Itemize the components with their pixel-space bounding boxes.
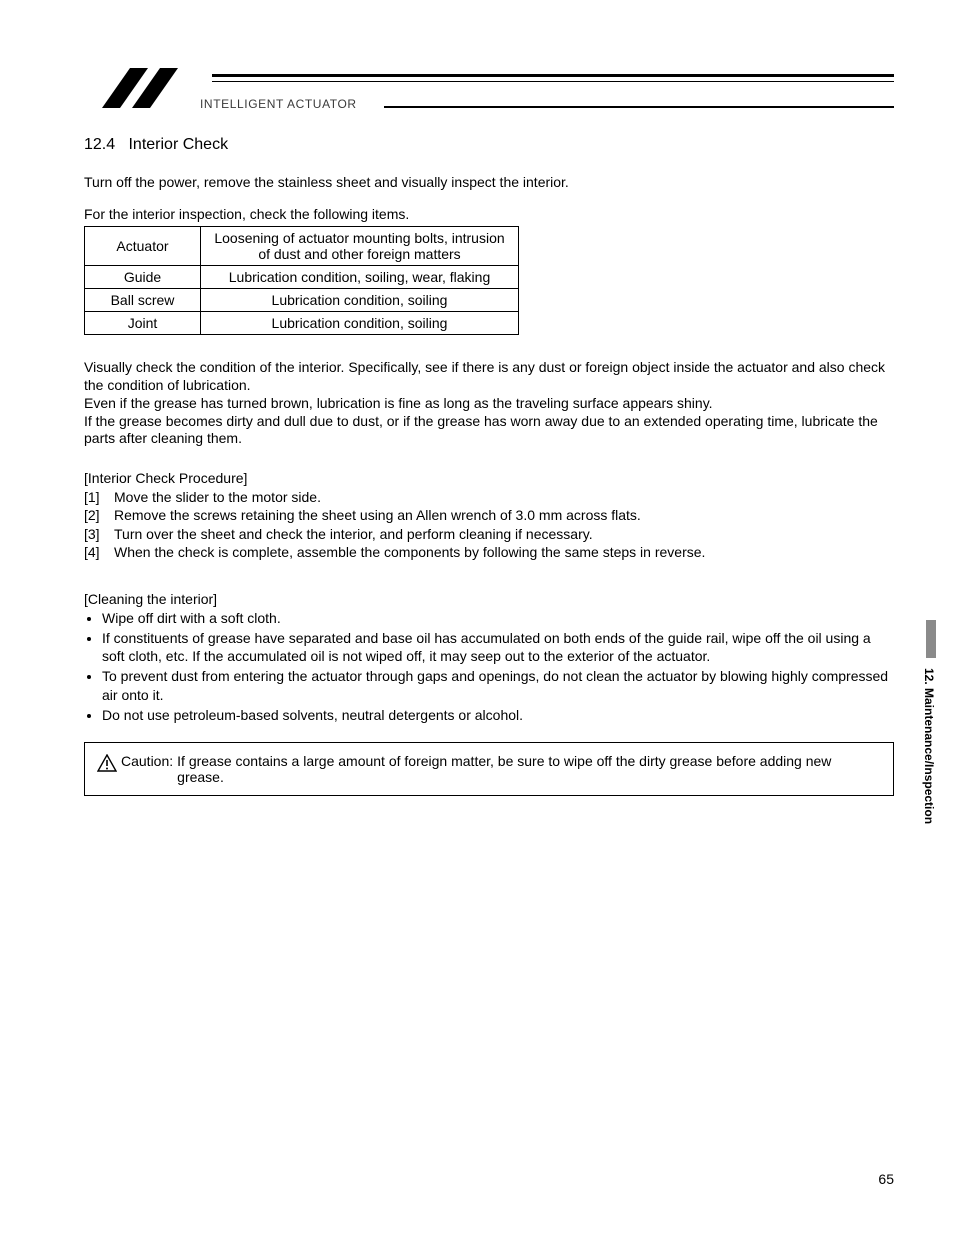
check-paragraph: Visually check the condition of the inte… <box>84 359 894 449</box>
cleaning-list: Wipe off dirt with a soft cloth. If cons… <box>84 609 894 724</box>
table-cell-item: Joint <box>85 311 201 334</box>
table-cell-item: Guide <box>85 265 201 288</box>
cleaning-title: [Cleaning the interior] <box>84 591 894 609</box>
procedure-title: [Interior Check Procedure] <box>84 470 894 488</box>
table-cell-item: Actuator <box>85 226 201 265</box>
side-tab-label: 12. Maintenance/Inspection <box>916 668 936 824</box>
section-heading: 12.4 Interior Check <box>84 136 894 154</box>
list-item: Do not use petroleum-based solvents, neu… <box>102 706 894 724</box>
table-cell-desc: Lubrication condition, soiling <box>201 288 519 311</box>
warning-icon <box>97 754 117 772</box>
list-item: [1]Move the slider to the motor side. <box>84 488 894 506</box>
page: INTELLIGENT ACTUATOR 12.4 Interior Check… <box>0 0 954 1235</box>
side-tab: 12. Maintenance/Inspection <box>908 620 936 880</box>
table-row: Actuator Loosening of actuator mounting … <box>85 226 519 265</box>
list-item: [4]When the check is complete, assemble … <box>84 543 894 561</box>
side-tab-bar <box>926 620 936 658</box>
list-item: Wipe off dirt with a soft cloth. <box>102 609 894 627</box>
brand-logo: INTELLIGENT ACTUATOR <box>84 60 357 114</box>
section-title-text: Interior Check <box>128 136 228 153</box>
caution-box: Caution: If grease contains a large amou… <box>84 742 894 796</box>
page-header: INTELLIGENT ACTUATOR <box>84 60 894 118</box>
step-text: Move the slider to the motor side. <box>114 488 321 506</box>
intro-paragraph: Turn off the power, remove the stainless… <box>84 174 894 192</box>
table-cell-desc: Lubrication condition, soiling, wear, fl… <box>201 265 519 288</box>
list-item: If constituents of grease have separated… <box>102 629 894 665</box>
section-number: 12.4 <box>84 136 115 153</box>
table-cell-desc: Loosening of actuator mounting bolts, in… <box>201 226 519 265</box>
list-item: To prevent dust from entering the actuat… <box>102 667 894 703</box>
caution-label: Caution: <box>121 753 173 769</box>
procedure-list: [1]Move the slider to the motor side. [2… <box>84 488 894 561</box>
step-text: Turn over the sheet and check the interi… <box>114 525 593 543</box>
step-number: [3] <box>84 525 114 543</box>
brand-tail-rule <box>384 106 894 108</box>
table-row: Joint Lubrication condition, soiling <box>85 311 519 334</box>
logo-icon <box>84 60 194 114</box>
table-cell-desc: Lubrication condition, soiling <box>201 311 519 334</box>
brand-text: INTELLIGENT ACTUATOR <box>200 97 357 111</box>
inspection-table: Actuator Loosening of actuator mounting … <box>84 226 519 335</box>
list-item: [3]Turn over the sheet and check the int… <box>84 525 894 543</box>
step-text: When the check is complete, assemble the… <box>114 543 705 561</box>
table-cell-item: Ball screw <box>85 288 201 311</box>
table-row: Ball screw Lubrication condition, soilin… <box>85 288 519 311</box>
caution-text: If grease contains a large amount of for… <box>177 753 881 785</box>
step-number: [1] <box>84 488 114 506</box>
page-number: 65 <box>878 1171 894 1187</box>
table-lead: For the interior inspection, check the f… <box>84 206 894 224</box>
list-item: [2]Remove the screws retaining the sheet… <box>84 506 894 524</box>
step-text: Remove the screws retaining the sheet us… <box>114 506 641 524</box>
step-number: [2] <box>84 506 114 524</box>
step-number: [4] <box>84 543 114 561</box>
table-row: Guide Lubrication condition, soiling, we… <box>85 265 519 288</box>
